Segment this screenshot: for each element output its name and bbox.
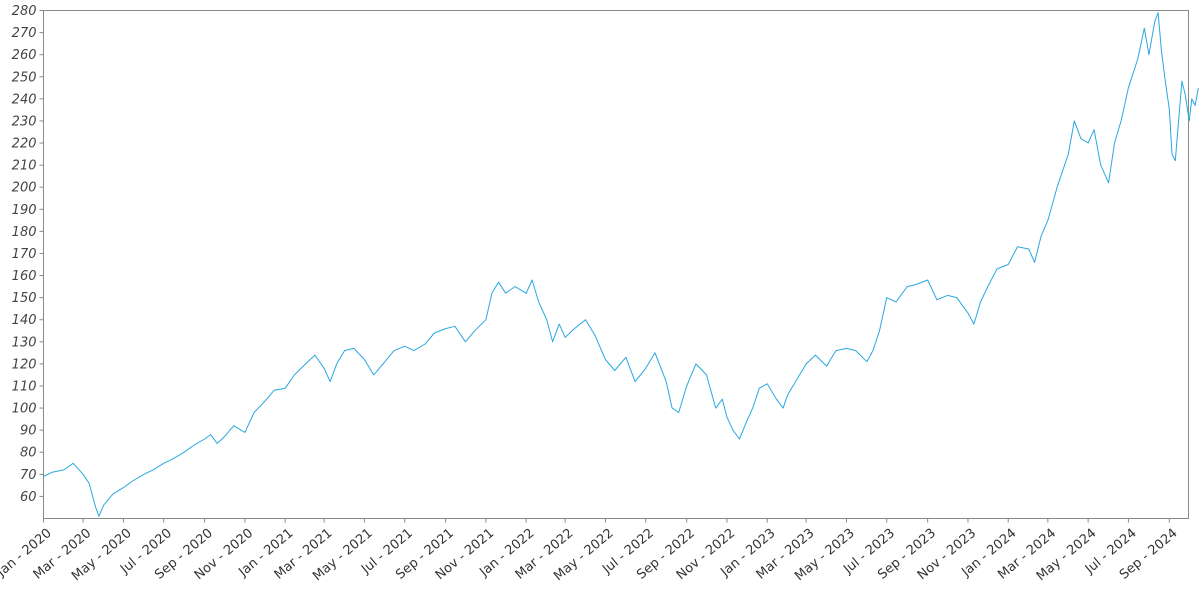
y-tick-label: 240 xyxy=(12,92,37,107)
y-tick-label: 120 xyxy=(12,357,37,372)
y-tick-label: 270 xyxy=(12,26,37,41)
y-tick-label: 280 xyxy=(12,4,37,19)
plot-area-frame xyxy=(43,10,1189,519)
y-tick-label: 80 xyxy=(20,446,37,461)
y-tick-label: 60 xyxy=(20,490,37,505)
y-tick-label: 70 xyxy=(20,468,37,483)
y-tick-label: 110 xyxy=(12,379,37,394)
y-tick-label: 190 xyxy=(12,203,37,218)
series-layer xyxy=(43,12,1199,517)
y-tick-label: 260 xyxy=(12,48,37,63)
y-tick-label: 220 xyxy=(12,137,37,152)
y-axis: 60 70 80 90 100 110 120 130 140 150 160 170 180 190 20… xyxy=(12,4,44,505)
y-tick-label: 250 xyxy=(12,70,37,85)
y-tick-label: 150 xyxy=(12,291,37,306)
y-tick-label: 100 xyxy=(12,402,37,417)
y-tick-label: 90 xyxy=(20,424,37,439)
y-tick-label: 230 xyxy=(12,114,37,129)
y-tick-label: 140 xyxy=(12,313,37,328)
y-tick-label: 170 xyxy=(12,247,37,262)
y-tick-label: 130 xyxy=(12,335,37,350)
y-tick-label: 160 xyxy=(12,269,37,284)
y-tick-label: 210 xyxy=(12,159,37,174)
y-tick-label: 200 xyxy=(12,181,37,196)
series-line xyxy=(43,12,1199,517)
y-tick-label: 180 xyxy=(12,225,37,240)
